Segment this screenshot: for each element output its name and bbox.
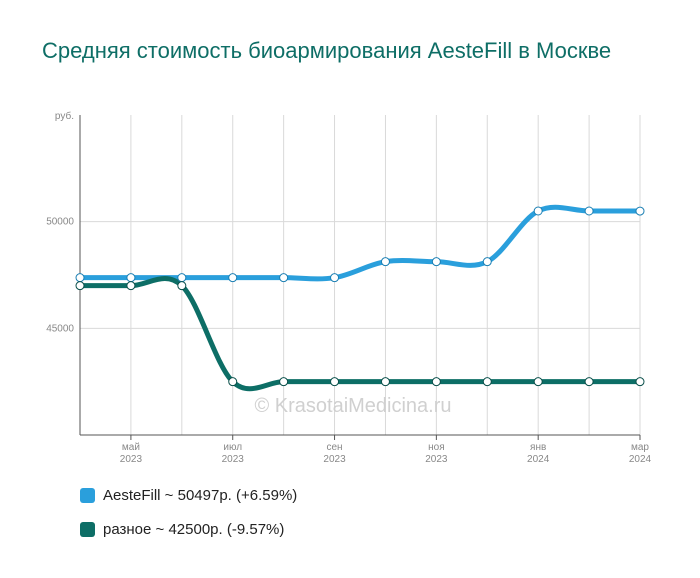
data-point-raznoe xyxy=(279,377,289,387)
series-line-raznoe xyxy=(77,276,643,392)
series xyxy=(77,204,643,392)
data-point-raznoe xyxy=(431,377,441,387)
x-tick-label: июл xyxy=(223,442,242,453)
data-point-aestefill xyxy=(177,273,187,283)
y-tick-label: 50000 xyxy=(46,217,74,228)
data-point-raznoe xyxy=(533,377,543,387)
x-tick-label: сен xyxy=(326,442,342,453)
axes: 4500050000руб.май2023июл2023сен2023ноя20… xyxy=(46,110,651,465)
legend-label-aestefill: AesteFill ~ 50497р. (+6.59%) xyxy=(103,487,298,504)
x-tick-label: янв xyxy=(530,442,546,453)
data-point-raznoe xyxy=(635,377,645,387)
data-point-aestefill xyxy=(380,257,390,267)
data-point-aestefill xyxy=(279,273,289,283)
data-point-aestefill xyxy=(431,257,441,267)
legend-swatch-raznoe xyxy=(80,522,95,537)
data-point-aestefill xyxy=(126,273,136,283)
data-point-raznoe xyxy=(228,377,238,387)
data-point-raznoe xyxy=(177,281,187,291)
x-tick-year: 2023 xyxy=(120,454,143,465)
x-tick-label: ноя xyxy=(428,442,445,453)
data-point-aestefill xyxy=(75,273,85,283)
legend-item-aestefill[interactable]: AesteFill ~ 50497р. (+6.59%) xyxy=(80,487,297,504)
y-axis-unit: руб. xyxy=(55,110,74,122)
data-point-aestefill xyxy=(228,273,238,283)
data-point-raznoe xyxy=(75,281,85,291)
data-point-raznoe xyxy=(330,377,340,387)
data-point-aestefill xyxy=(635,206,645,216)
chart-title: Средняя стоимость биоармирования AesteFi… xyxy=(42,38,612,63)
x-tick-year: 2023 xyxy=(323,454,346,465)
x-tick-label: мар xyxy=(631,442,649,453)
data-point-raznoe xyxy=(584,377,594,387)
legend-swatch-aestefill xyxy=(80,488,95,503)
grid xyxy=(80,115,641,435)
series-line-aestefill xyxy=(77,204,643,282)
data-points xyxy=(75,206,645,387)
data-point-aestefill xyxy=(482,257,492,267)
data-point-aestefill xyxy=(330,273,340,283)
x-tick-year: 2024 xyxy=(527,454,550,465)
data-point-aestefill xyxy=(533,206,543,216)
x-tick-year: 2024 xyxy=(629,454,652,465)
watermark: © KrasotaiMedicina.ru xyxy=(254,395,451,417)
legend-item-raznoe[interactable]: разное ~ 42500р. (-9.57%) xyxy=(80,521,284,538)
data-point-raznoe xyxy=(482,377,492,387)
data-point-aestefill xyxy=(584,206,594,216)
x-tick-label: май xyxy=(122,442,140,453)
x-tick-year: 2023 xyxy=(425,454,448,465)
data-point-raznoe xyxy=(126,281,136,291)
x-tick-year: 2023 xyxy=(222,454,245,465)
legend-label-raznoe: разное ~ 42500р. (-9.57%) xyxy=(103,521,285,538)
y-tick-label: 45000 xyxy=(46,323,74,334)
data-point-raznoe xyxy=(380,377,390,387)
